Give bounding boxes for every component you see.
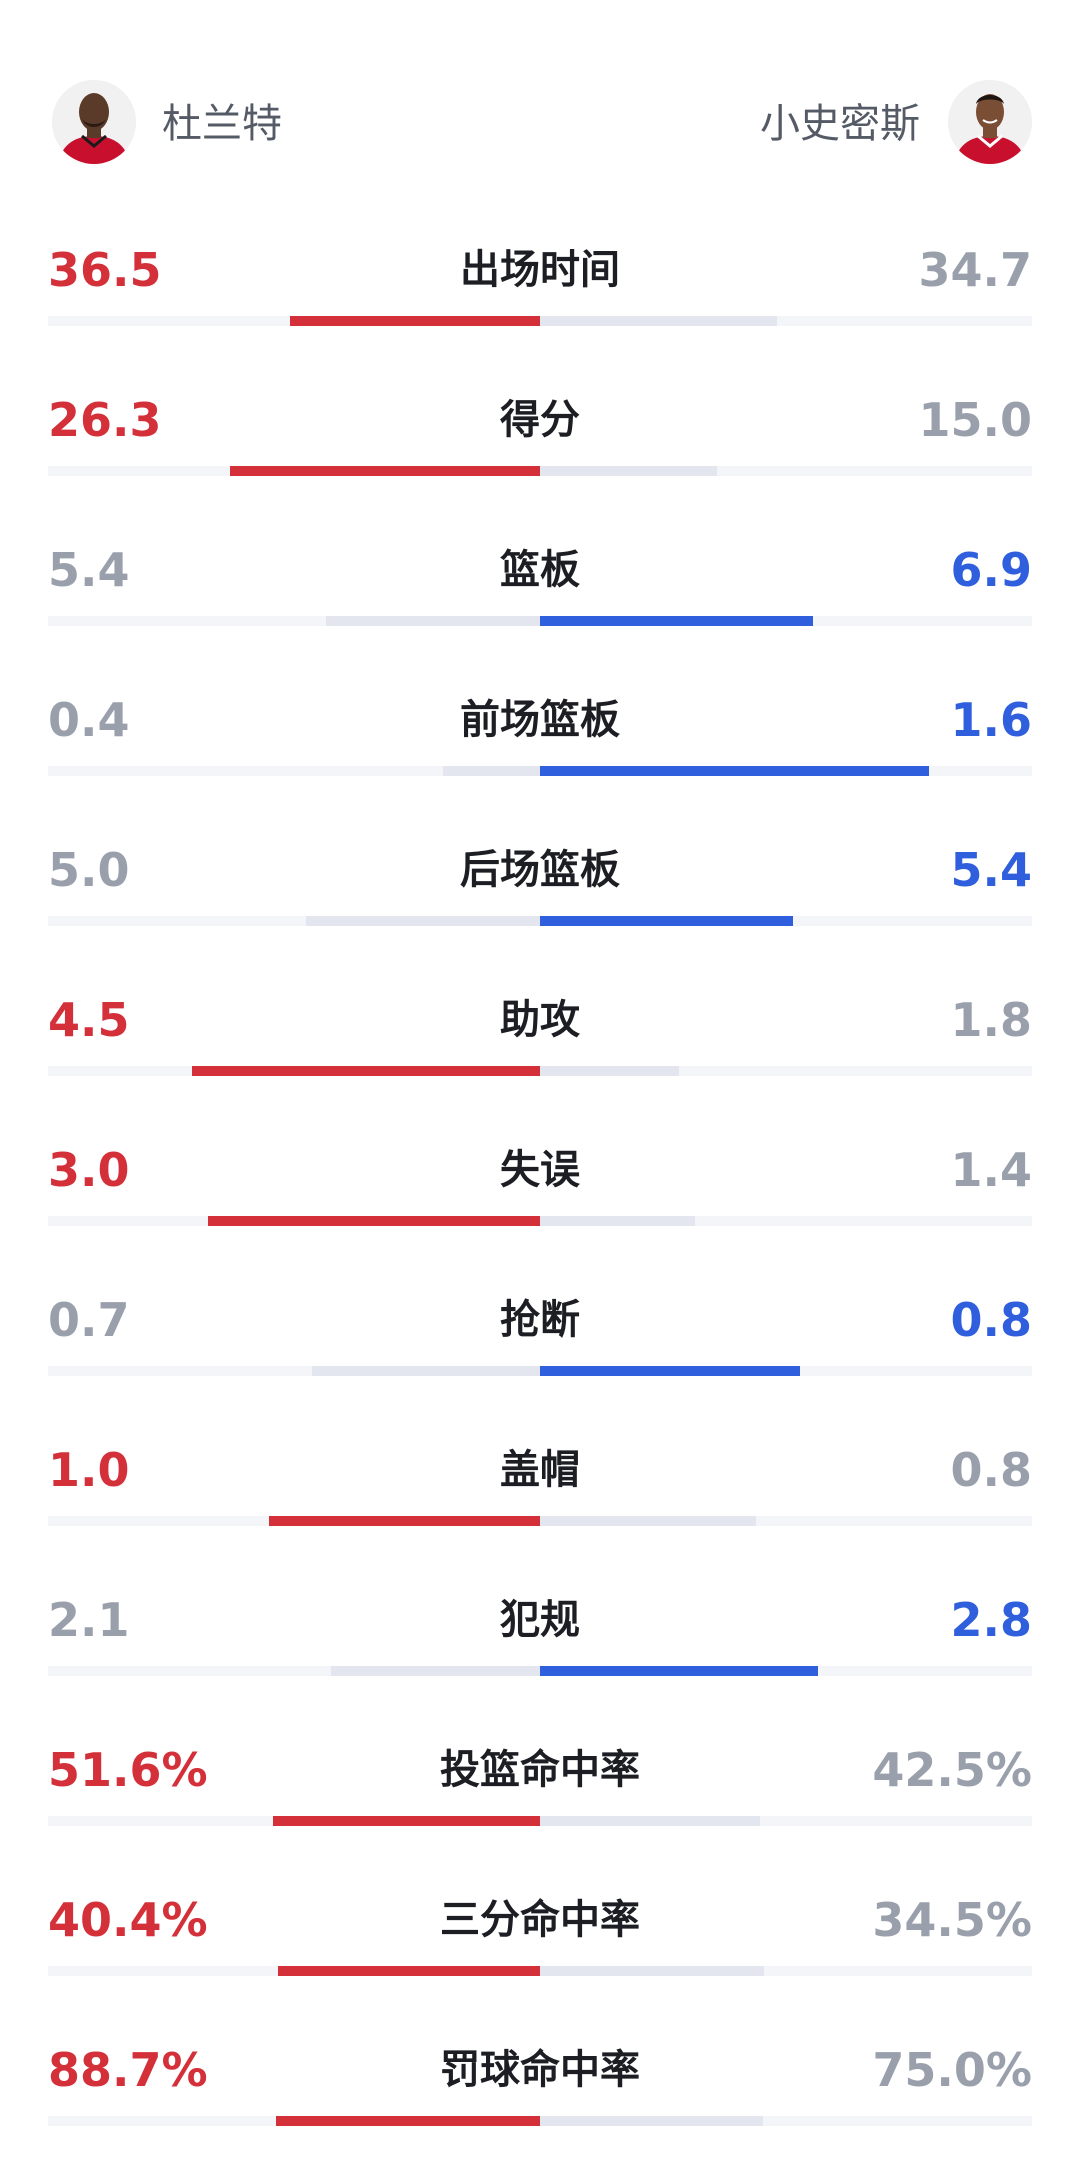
stat-row: 4.5 助攻 1.8 xyxy=(0,966,1080,1116)
comparison-bar-right xyxy=(540,1666,818,1676)
stat-label: 盖帽 xyxy=(500,1447,580,1493)
stat-row: 5.0 后场篮板 5.4 xyxy=(0,816,1080,966)
stat-value-left: 2.1 xyxy=(48,1593,130,1647)
stat-row: 88.7% 罚球命中率 75.0% xyxy=(0,2016,1080,2166)
stat-value-left: 0.4 xyxy=(48,693,130,747)
stat-label: 投篮命中率 xyxy=(440,1747,640,1793)
stat-value-right: 6.9 xyxy=(950,543,1033,597)
stat-value-right: 34.5% xyxy=(872,1893,1032,1947)
comparison-bar-left xyxy=(230,466,540,476)
comparison-bar-left xyxy=(208,1216,540,1226)
stat-label: 罚球命中率 xyxy=(440,2047,640,2093)
player-portrait-icon xyxy=(948,80,1032,164)
stat-value-left: 40.4% xyxy=(48,1893,208,1947)
stat-value-right: 75.0% xyxy=(872,2043,1032,2097)
stat-row: 0.7 抢断 0.8 xyxy=(0,1266,1080,1416)
comparison-bar-left xyxy=(290,316,540,326)
stat-value-left: 88.7% xyxy=(48,2043,208,2097)
stat-row: 0.4 前场篮板 1.6 xyxy=(0,666,1080,816)
stat-row: 3.0 失误 1.4 xyxy=(0,1116,1080,1266)
stat-value-right: 0.8 xyxy=(950,1293,1033,1347)
comparison-bar-trailing xyxy=(540,1816,760,1826)
player-name-left: 杜兰特 xyxy=(162,101,282,147)
stat-label: 后场篮板 xyxy=(460,847,620,893)
comparison-bar-trailing xyxy=(540,316,777,326)
stat-value-right: 0.8 xyxy=(950,1443,1033,1497)
stat-label: 篮板 xyxy=(500,547,580,593)
stat-label: 得分 xyxy=(500,397,580,443)
stat-value-right: 1.4 xyxy=(950,1143,1033,1197)
stat-value-right: 34.7 xyxy=(918,243,1033,297)
stat-value-right: 15.0 xyxy=(918,393,1033,447)
stat-row: 36.5 出场时间 34.7 xyxy=(0,216,1080,366)
comparison-bar-right xyxy=(540,916,793,926)
player-avatar-right[interactable] xyxy=(948,80,1032,164)
comparison-bar-left xyxy=(278,1966,540,1976)
stat-label: 抢断 xyxy=(500,1297,580,1343)
stat-label: 前场篮板 xyxy=(460,697,620,743)
stat-label: 助攻 xyxy=(500,997,580,1043)
stat-row: 51.6% 投篮命中率 42.5% xyxy=(0,1716,1080,1866)
comparison-bar-right xyxy=(540,766,929,776)
comparison-bar-left xyxy=(273,1816,540,1826)
comparison-bar-right xyxy=(540,1366,800,1376)
comparison-bar-trailing xyxy=(312,1366,540,1376)
stat-label: 犯规 xyxy=(500,1597,580,1643)
comparison-bar-left xyxy=(192,1066,540,1076)
comparison-bar-left xyxy=(276,2116,540,2126)
stat-value-left: 3.0 xyxy=(48,1143,130,1197)
stat-value-left: 0.7 xyxy=(48,1293,130,1347)
stat-value-right: 1.6 xyxy=(950,693,1033,747)
comparison-bar-trailing xyxy=(540,1516,756,1526)
comparison-bar-trailing xyxy=(540,1216,695,1226)
stat-value-right: 2.8 xyxy=(950,1593,1033,1647)
comparison-bar-trailing xyxy=(540,1066,679,1076)
stat-value-right: 5.4 xyxy=(950,843,1033,897)
stat-value-right: 42.5% xyxy=(872,1743,1032,1797)
stat-value-left: 51.6% xyxy=(48,1743,208,1797)
stat-label: 失误 xyxy=(500,1147,580,1193)
stat-value-left: 36.5 xyxy=(48,243,162,297)
stat-value-left: 5.0 xyxy=(48,843,130,897)
player-header: 杜兰特 小史密斯 xyxy=(0,0,1080,200)
comparison-bar-right xyxy=(540,616,813,626)
stat-row: 1.0 盖帽 0.8 xyxy=(0,1416,1080,1566)
stat-value-right: 1.8 xyxy=(950,993,1033,1047)
comparison-bar-trailing xyxy=(540,2116,763,2126)
comparison-bar-trailing xyxy=(331,1666,540,1676)
stat-label: 三分命中率 xyxy=(440,1897,640,1943)
stat-value-left: 5.4 xyxy=(48,543,130,597)
stat-row: 5.4 篮板 6.9 xyxy=(0,516,1080,666)
stat-row: 26.3 得分 15.0 xyxy=(0,366,1080,516)
comparison-bar-left xyxy=(269,1516,540,1526)
stat-row: 2.1 犯规 2.8 xyxy=(0,1566,1080,1716)
comparison-bar-trailing xyxy=(326,616,540,626)
comparison-bar-trailing xyxy=(306,916,540,926)
stat-value-left: 26.3 xyxy=(48,393,162,447)
stat-label: 出场时间 xyxy=(460,247,620,293)
player-avatar-left[interactable] xyxy=(52,80,136,164)
player-portrait-icon xyxy=(52,80,136,164)
stat-value-left: 4.5 xyxy=(48,993,130,1047)
stat-value-left: 1.0 xyxy=(48,1443,130,1497)
player-name-right: 小史密斯 xyxy=(760,101,920,147)
comparison-bar-trailing xyxy=(540,466,717,476)
stat-row: 40.4% 三分命中率 34.5% xyxy=(0,1866,1080,2016)
comparison-bar-trailing xyxy=(540,1966,764,1976)
comparison-bar-trailing xyxy=(443,766,540,776)
